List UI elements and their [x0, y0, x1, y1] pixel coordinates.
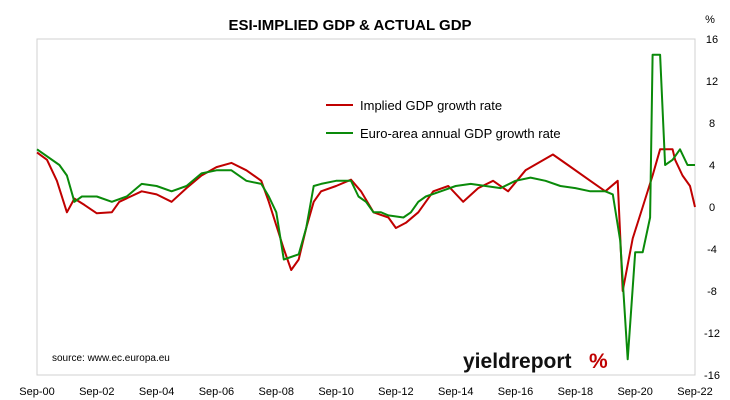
x-tick-label: Sep-08 [259, 386, 294, 398]
x-axis: Sep-00 Sep-02 Sep-04 Sep-06 Sep-08 Sep-10 Sep-… [19, 386, 712, 398]
x-tick-label: Sep-04 [139, 386, 174, 398]
y-tick-label: 0 [709, 202, 715, 214]
legend-label-implied: Implied GDP growth rate [360, 98, 502, 113]
y-tick-label: 16 [706, 34, 718, 46]
series-line-euro-area-gdp [36, 53, 695, 361]
x-tick-label: Sep-10 [318, 386, 353, 398]
y-tick-label: -12 [704, 328, 720, 340]
legend-label-euro-area: Euro-area annual GDP growth rate [360, 126, 561, 141]
x-tick-label: Sep-06 [199, 386, 234, 398]
y-tick-label: -8 [707, 286, 717, 298]
y-tick-label: -4 [707, 244, 717, 256]
chart-title: ESI-IMPLIED GDP & ACTUAL GDP [228, 17, 471, 34]
x-tick-label: Sep-02 [79, 386, 114, 398]
x-tick-label: Sep-20 [617, 386, 652, 398]
brand-wordmark: yieldreport [463, 350, 572, 373]
x-tick-label: Sep-16 [498, 386, 533, 398]
brand-logo: yieldreport % [463, 350, 608, 373]
x-tick-label: Sep-22 [677, 386, 712, 398]
y-axis-unit: % [705, 14, 715, 26]
y-axis: 16 12 8 4 0 -4 -8 -12 -16 [704, 34, 720, 382]
brand-percent-symbol: % [589, 350, 608, 373]
source-text: source: www.ec.europa.eu [52, 353, 170, 364]
y-tick-label: -16 [704, 370, 720, 382]
y-tick-label: 8 [709, 118, 715, 130]
x-tick-label: Sep-14 [438, 386, 473, 398]
x-tick-label: Sep-12 [378, 386, 413, 398]
y-tick-label: 12 [706, 76, 718, 88]
x-tick-label: Sep-00 [19, 386, 54, 398]
legend: Implied GDP growth rate Euro-area annual… [326, 98, 561, 141]
x-tick-label: Sep-18 [558, 386, 593, 398]
series-layer [36, 53, 696, 361]
y-tick-label: 4 [709, 160, 715, 172]
